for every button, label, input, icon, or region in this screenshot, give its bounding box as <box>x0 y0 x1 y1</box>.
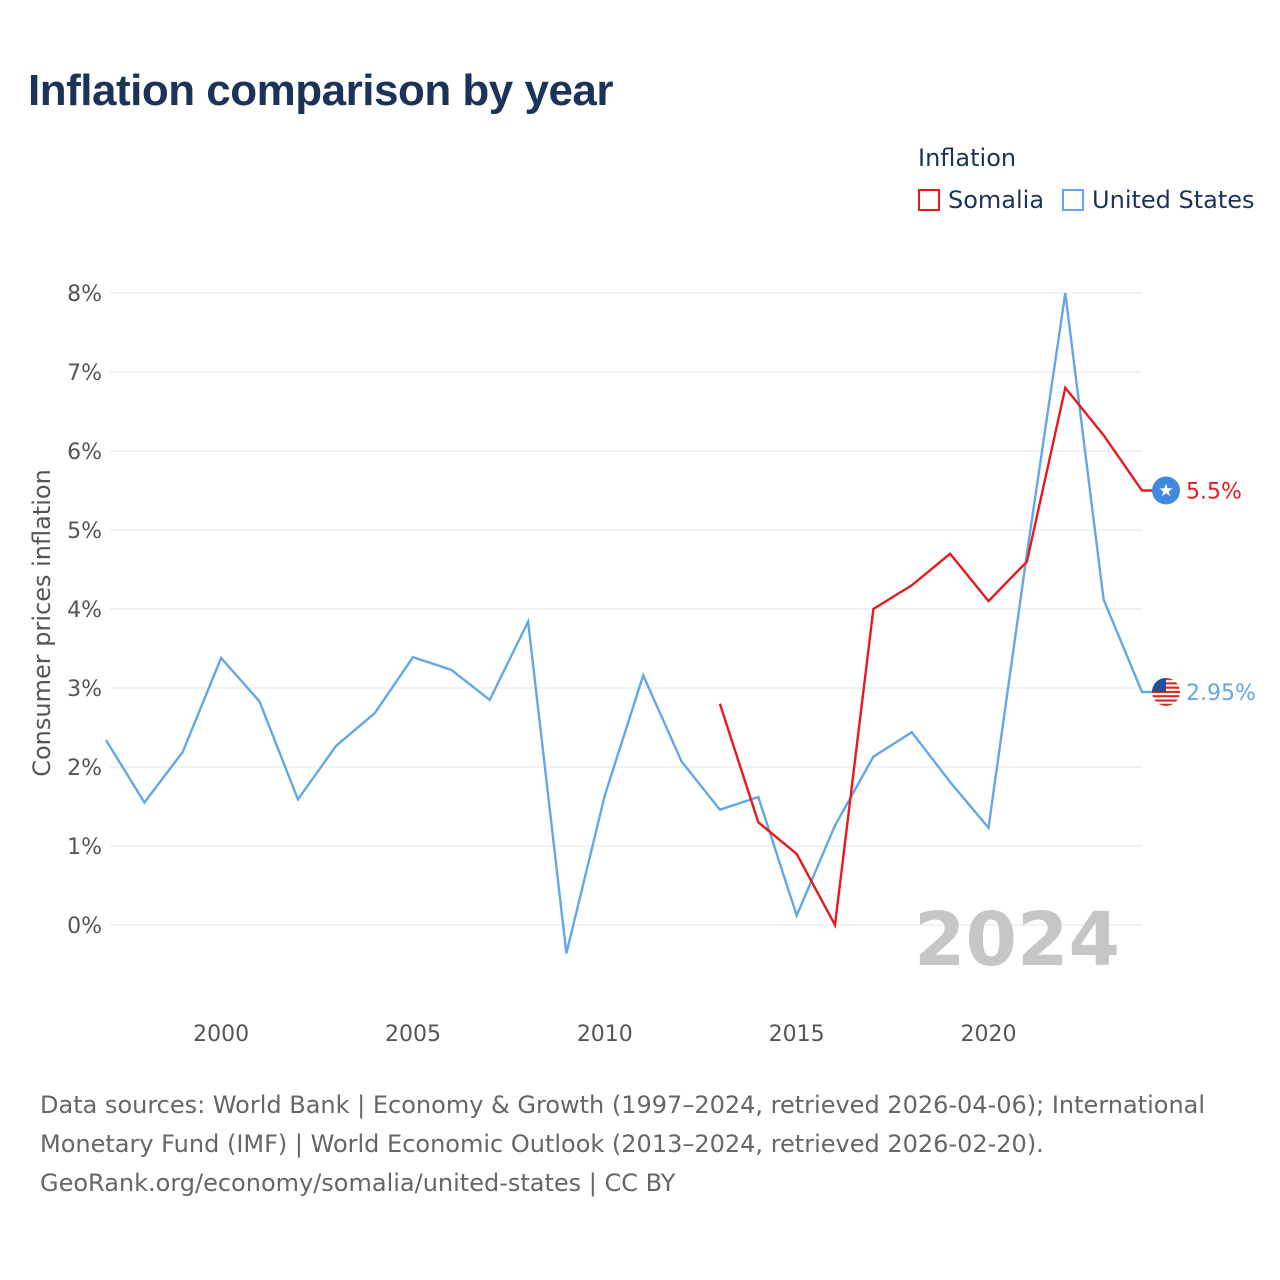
legend-item-somalia[interactable]: Somalia <box>918 186 1044 214</box>
series-line-somalia <box>718 385 1152 929</box>
series-lines <box>104 292 1152 954</box>
y-tick-label: 2% <box>67 756 102 781</box>
x-axis-ticks: 2000 2005 2010 2015 2020 <box>193 1022 1016 1047</box>
y-tick-label: 4% <box>67 598 102 623</box>
chart-title: Inflation comparison by year <box>28 66 614 115</box>
x-tick-label: 2015 <box>769 1022 825 1047</box>
y-axis-ticks: 0% 1% 2% 3% 4% 5% 6% 7% 8% <box>67 282 102 939</box>
y-tick-label: 0% <box>67 914 102 939</box>
gridlines <box>110 292 1142 926</box>
legend-title: Inflation <box>918 144 1017 172</box>
end-label-somalia: 5.5% <box>1186 480 1242 505</box>
x-tick-label: 2020 <box>961 1022 1017 1047</box>
footer: Data sources: World Bank | Economy & Gro… <box>40 1086 1240 1203</box>
legend: Inflation Somalia United States <box>918 144 1273 214</box>
legend-items: Somalia United States <box>918 186 1273 214</box>
legend-swatch-united-states <box>1062 189 1085 211</box>
end-markers: 2.95% 5.5% <box>1152 476 1256 706</box>
y-tick-label: 8% <box>67 282 102 307</box>
y-tick-label: 7% <box>67 361 102 386</box>
series-line-united-states <box>104 292 1152 954</box>
us-flag-icon <box>1152 677 1180 706</box>
legend-label-united-states: United States <box>1092 186 1255 214</box>
y-tick-label: 5% <box>67 519 102 544</box>
legend-label-somalia: Somalia <box>948 186 1045 214</box>
year-watermark: 2024 <box>914 897 1120 983</box>
x-tick-label: 2000 <box>193 1022 249 1047</box>
x-tick-label: 2010 <box>577 1022 633 1047</box>
footer-sources-line-2: Monetary Fund (IMF) | World Economic Out… <box>40 1130 1044 1158</box>
x-tick-label: 2005 <box>385 1022 441 1047</box>
legend-item-united-states[interactable]: United States <box>1062 186 1255 214</box>
y-tick-label: 6% <box>67 440 102 465</box>
somalia-flag-icon <box>1152 476 1180 505</box>
y-tick-label: 1% <box>67 835 102 860</box>
end-label-united-states: 2.95% <box>1186 681 1256 706</box>
y-tick-label: 3% <box>67 677 102 702</box>
y-axis-title: Consumer prices inflation <box>28 469 56 777</box>
legend-swatch-somalia <box>918 189 940 211</box>
footer-sources-line-1: Data sources: World Bank | Economy & Gro… <box>40 1091 1206 1119</box>
footer-credit[interactable]: GeoRank.org/economy/somalia/united-state… <box>40 1169 676 1197</box>
